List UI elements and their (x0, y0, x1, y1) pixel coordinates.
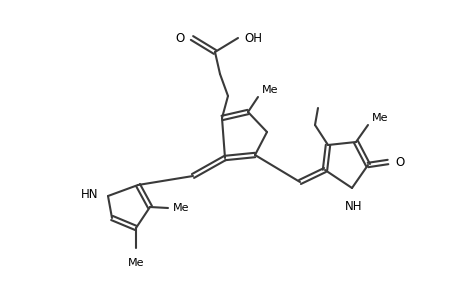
Text: O: O (394, 155, 403, 169)
Text: O: O (175, 32, 185, 44)
Text: NH: NH (345, 200, 362, 213)
Text: Me: Me (128, 258, 144, 268)
Text: Me: Me (262, 85, 278, 95)
Text: HN: HN (80, 188, 98, 200)
Text: OH: OH (243, 32, 262, 44)
Text: Me: Me (173, 203, 189, 213)
Text: Me: Me (371, 113, 388, 123)
